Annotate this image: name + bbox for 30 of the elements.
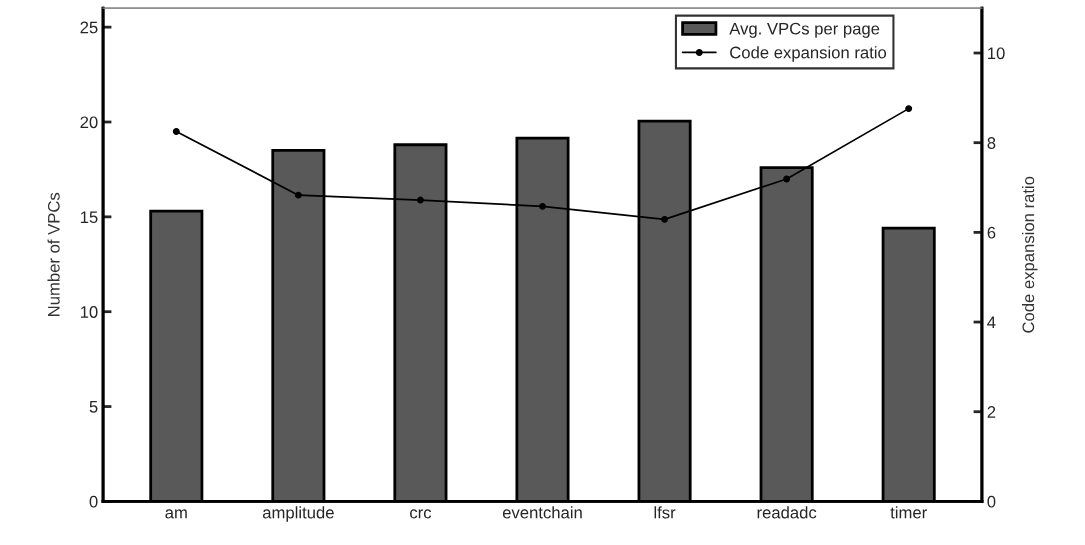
x-tick-label: eventchain xyxy=(502,506,582,519)
x-tick-label: lfsr xyxy=(654,506,676,519)
point xyxy=(172,128,180,135)
y-tick-label: 5 xyxy=(89,401,98,413)
y2-tick-label: 8 xyxy=(987,137,996,149)
x-tick-label: readadc xyxy=(757,506,817,519)
y2-tick-label: 6 xyxy=(987,226,996,239)
y2-tick-label: 0 xyxy=(987,495,996,508)
point xyxy=(783,175,791,183)
y-tick-label: 20 xyxy=(80,116,98,129)
legend-label: Code expansion ratio xyxy=(730,46,887,62)
y2-tick-label: 10 xyxy=(988,47,1005,60)
point xyxy=(539,202,546,210)
x-tick-label: am xyxy=(165,509,187,519)
y-tick-label: 15 xyxy=(80,211,98,224)
y2-axis-title: Code expansion ratio xyxy=(1021,176,1038,333)
y-tick-label: 10 xyxy=(80,306,98,318)
x-tick-label: timer xyxy=(890,506,927,519)
point xyxy=(416,196,424,204)
point xyxy=(905,105,913,113)
point xyxy=(294,191,302,199)
x-tick-label: crc xyxy=(410,509,432,519)
y-tick-label: 0 xyxy=(89,495,98,508)
point xyxy=(661,215,669,223)
legend-label: Avg. VPCs per page xyxy=(729,22,880,38)
y-tick-label: 25 xyxy=(80,21,98,34)
x-tick-label: amplitude xyxy=(262,506,334,522)
y2-tick-label: 2 xyxy=(987,406,996,418)
y2-tick-label: 4 xyxy=(987,316,996,329)
y-axis-title: Number of VPCs xyxy=(47,192,60,316)
